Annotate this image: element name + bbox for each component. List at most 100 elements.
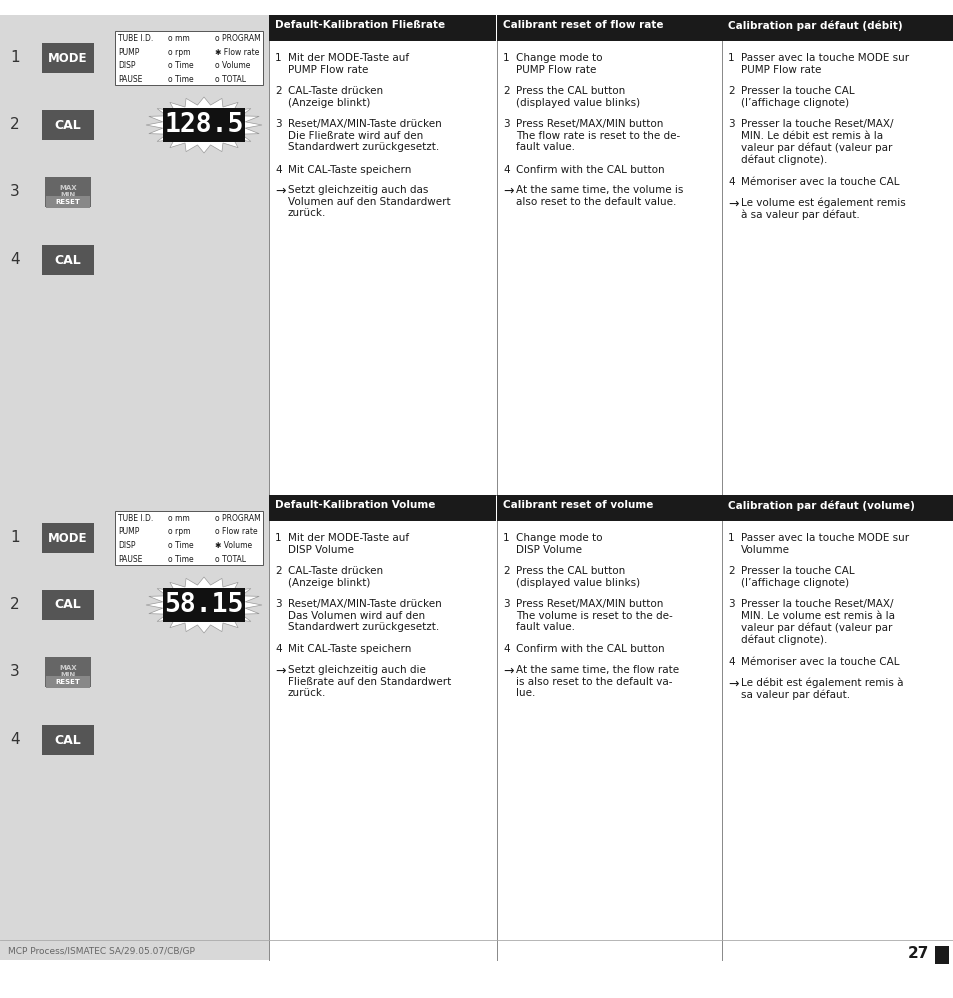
Bar	[42, 725, 94, 755]
Text: o rpm: o rpm	[168, 528, 191, 537]
Text: TUBE I.D.: TUBE I.D.	[118, 34, 153, 43]
Text: o Volume: o Volume	[214, 61, 250, 70]
Text: o Time: o Time	[168, 61, 193, 70]
Bar	[163, 588, 244, 622]
Text: Press the CAL button
(displayed value blinks): Press the CAL button (displayed value bl…	[516, 566, 639, 588]
Text: 2: 2	[727, 86, 734, 96]
Bar	[934, 946, 948, 964]
Text: 2: 2	[502, 566, 509, 576]
Text: o mm: o mm	[168, 514, 190, 523]
Text: 2: 2	[10, 597, 20, 612]
Text: Calibrant reset of flow rate: Calibrant reset of flow rate	[502, 20, 662, 30]
Text: 3: 3	[10, 664, 20, 679]
Bar	[42, 245, 94, 275]
Text: ✱ Volume: ✱ Volume	[214, 541, 252, 550]
Text: PAUSE: PAUSE	[118, 75, 142, 84]
Text: CAL-Taste drücken
(Anzeige blinkt): CAL-Taste drücken (Anzeige blinkt)	[288, 86, 383, 108]
Text: Confirm with the CAL button: Confirm with the CAL button	[516, 165, 664, 175]
Text: Presser la touche Reset/MAX/
MIN. Le volume est remis à la
valeur par défaut (va: Presser la touche Reset/MAX/ MIN. Le vol…	[740, 599, 894, 645]
Bar	[269, 15, 496, 41]
Bar	[163, 108, 244, 142]
Text: CAL: CAL	[54, 253, 81, 266]
Text: o Time: o Time	[168, 75, 193, 84]
Text: Mémoriser avec la touche CAL: Mémoriser avec la touche CAL	[740, 657, 899, 667]
Text: 2: 2	[274, 86, 281, 96]
Bar	[46, 196, 90, 208]
Text: 3: 3	[502, 599, 509, 609]
Text: MODE: MODE	[49, 532, 88, 545]
Text: o TOTAL: o TOTAL	[214, 75, 246, 84]
Text: 4: 4	[274, 645, 281, 655]
Text: o Time: o Time	[168, 541, 193, 550]
Text: Change mode to
PUMP Flow rate: Change mode to PUMP Flow rate	[516, 53, 602, 75]
Bar	[42, 110, 94, 140]
Bar	[497, 495, 721, 521]
Bar	[721, 15, 953, 41]
Text: CAL: CAL	[54, 599, 81, 612]
Bar	[115, 511, 263, 565]
Text: 3: 3	[274, 599, 281, 609]
Polygon shape	[146, 97, 262, 153]
Text: Calibration par défaut (volume): Calibration par défaut (volume)	[727, 500, 914, 511]
Text: DISP: DISP	[118, 541, 135, 550]
Text: 4: 4	[727, 177, 734, 187]
Text: 3: 3	[727, 119, 734, 129]
Text: →: →	[502, 665, 513, 678]
Text: 1: 1	[502, 53, 509, 63]
Bar	[45, 657, 91, 687]
Bar	[42, 590, 94, 620]
Text: 1: 1	[727, 53, 734, 63]
Text: 4: 4	[502, 165, 509, 175]
Text: 3: 3	[274, 119, 281, 129]
Text: 4: 4	[502, 645, 509, 655]
Text: →: →	[502, 185, 513, 198]
Text: 2: 2	[274, 566, 281, 576]
Text: 4: 4	[10, 732, 20, 747]
Text: o PROGRAM: o PROGRAM	[214, 514, 260, 523]
Text: 4: 4	[274, 165, 281, 175]
Bar	[0, 15, 269, 960]
Text: 2: 2	[502, 86, 509, 96]
Text: Presser la touche Reset/MAX/
MIN. Le débit est remis à la
valeur par défaut (val: Presser la touche Reset/MAX/ MIN. Le déb…	[740, 119, 893, 165]
Text: Mémoriser avec la touche CAL: Mémoriser avec la touche CAL	[740, 177, 899, 187]
Text: RESET: RESET	[55, 199, 80, 205]
Text: Mit CAL-Taste speichern: Mit CAL-Taste speichern	[288, 645, 411, 655]
Text: o Time: o Time	[168, 555, 193, 564]
Text: Press Reset/MAX/MIN button
The volume is reset to the de-
fault value.: Press Reset/MAX/MIN button The volume is…	[516, 599, 672, 632]
Text: 1: 1	[274, 53, 281, 63]
Bar	[42, 43, 94, 73]
Text: PAUSE: PAUSE	[118, 555, 142, 564]
Text: 4: 4	[727, 657, 734, 667]
Text: Reset/MAX/MIN-Taste drücken
Das Volumen wird auf den
Standardwert zurückgesetzt.: Reset/MAX/MIN-Taste drücken Das Volumen …	[288, 599, 441, 632]
Text: MODE: MODE	[49, 52, 88, 65]
Polygon shape	[146, 577, 262, 633]
Text: o TOTAL: o TOTAL	[214, 555, 246, 564]
Text: 4: 4	[10, 252, 20, 267]
Bar	[46, 676, 90, 688]
Text: RESET: RESET	[55, 679, 80, 685]
Text: Reset/MAX/MIN-Taste drücken
Die Fließrate wird auf den
Standardwert zurückgesetz: Reset/MAX/MIN-Taste drücken Die Fließrat…	[288, 119, 441, 153]
Text: 1: 1	[274, 533, 281, 543]
Text: Calibrant reset of volume: Calibrant reset of volume	[502, 500, 653, 510]
Text: MAX
MIN: MAX MIN	[59, 185, 77, 198]
Text: Le volume est également remis
à sa valeur par défaut.: Le volume est également remis à sa valeu…	[740, 198, 904, 221]
Text: TUBE I.D.: TUBE I.D.	[118, 514, 153, 523]
Bar	[721, 495, 953, 521]
Text: PUMP: PUMP	[118, 528, 139, 537]
Text: 1: 1	[502, 533, 509, 543]
Bar	[269, 495, 496, 521]
Text: CAL-Taste drücken
(Anzeige blinkt): CAL-Taste drücken (Anzeige blinkt)	[288, 566, 383, 588]
Text: DISP: DISP	[118, 61, 135, 70]
Text: o mm: o mm	[168, 34, 190, 43]
Text: 2: 2	[10, 117, 20, 132]
Text: Presser la touche CAL
(l’affichage clignote): Presser la touche CAL (l’affichage clign…	[740, 566, 854, 588]
Text: ✱ Flow rate: ✱ Flow rate	[214, 48, 259, 57]
Text: o PROGRAM: o PROGRAM	[214, 34, 260, 43]
Text: Passer avec la touche MODE sur
PUMP Flow rate: Passer avec la touche MODE sur PUMP Flow…	[740, 53, 908, 75]
Text: MAX
MIN: MAX MIN	[59, 665, 77, 678]
Text: Setzt gleichzeitig auch das
Volumen auf den Standardwert
zurück.: Setzt gleichzeitig auch das Volumen auf …	[288, 185, 450, 219]
Text: 2: 2	[727, 566, 734, 576]
Text: Press Reset/MAX/MIN button
The flow rate is reset to the de-
fault value.: Press Reset/MAX/MIN button The flow rate…	[516, 119, 679, 153]
Text: 1: 1	[10, 50, 20, 65]
Text: 1: 1	[727, 533, 734, 543]
